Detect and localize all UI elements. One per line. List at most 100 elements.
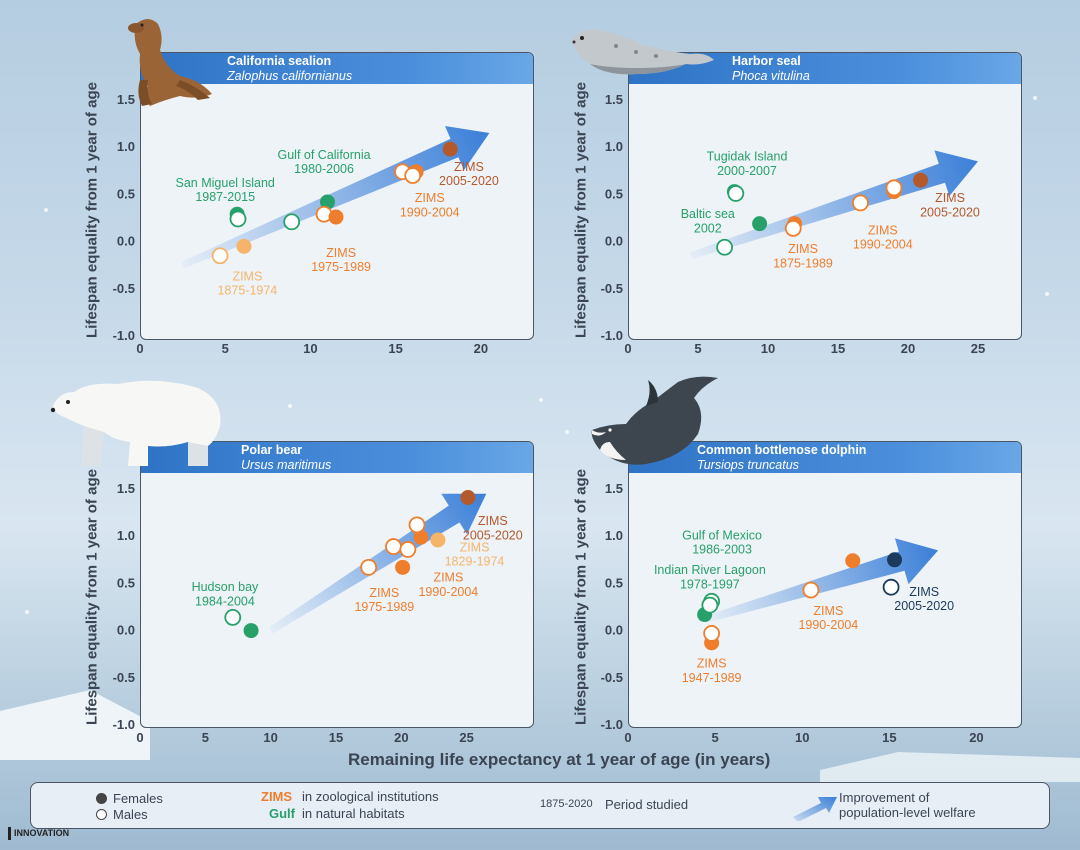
annotation-label: 2005-2020 <box>894 599 954 613</box>
annotation-label: 1986-2003 <box>692 542 752 556</box>
female-data-point <box>413 529 429 545</box>
y-tick-label: 1.0 <box>117 528 135 543</box>
x-axis-title: Remaining life expectancy at 1 year of a… <box>348 750 771 769</box>
y-tick-label: 1.5 <box>605 92 623 107</box>
annotation-label: 2002 <box>694 221 722 235</box>
annotation-label: ZIMS <box>460 541 490 555</box>
male-data-point <box>399 541 417 558</box>
x-tick-label: 10 <box>761 341 775 356</box>
annotation-label: Hudson bay <box>192 580 259 594</box>
species-latin-name: Zalophus californianus <box>227 69 353 83</box>
y-tick-label: 1.0 <box>605 528 623 543</box>
y-tick-label: -1.0 <box>113 328 135 343</box>
snowflake <box>288 404 292 408</box>
annotation-label: Gulf of California <box>278 148 371 162</box>
y-tick-label: -1.0 <box>113 717 135 732</box>
annotation-label: Gulf of Mexico <box>682 528 762 542</box>
female-data-point <box>236 238 252 254</box>
y-tick-label: 0.5 <box>117 575 135 590</box>
x-tick-label: 0 <box>136 341 143 356</box>
male-marker-icon <box>96 809 107 820</box>
female-data-point <box>460 489 476 505</box>
annotation-label: Tugidak Island <box>707 150 788 164</box>
welfare-arrow <box>689 150 978 260</box>
chart-orca: -1.0 -0.5 0.0 0.5 1.0 1.5 0 5 10 15 20 Gulf of Mexi… <box>601 481 984 745</box>
annotation-label: 1978-1997 <box>680 577 740 591</box>
species-name: California sealion <box>227 54 332 68</box>
annotation-label: 1975-1989 <box>311 260 371 274</box>
x-tick-label: 0 <box>136 730 143 745</box>
chart-polar-bear: -1.0 -0.5 0.0 0.5 1.0 1.5 0 5 10 15 20 25 Hudson bay… <box>113 481 523 745</box>
annotation-label: 1990-2004 <box>853 237 913 251</box>
annotation-label: 2005-2020 <box>463 528 523 542</box>
y-tick-label: 1.0 <box>605 139 623 154</box>
annotation-label: 1990-2004 <box>418 585 478 599</box>
panel-header: California sealion Zalophus californianu… <box>141 53 533 84</box>
legend-females: Females <box>113 791 163 806</box>
y-tick-label: 1.0 <box>117 139 135 154</box>
y-tick-label: 0.0 <box>605 234 623 249</box>
male-data-point <box>882 578 900 596</box>
x-tick-label: 20 <box>394 730 408 745</box>
panel-harbor-seal: Harbor seal Phoca vitulina <box>628 52 1022 340</box>
annotation-label: ZIMS <box>813 604 843 618</box>
annotation-label: ZIMS <box>454 160 484 174</box>
annotation-label: ZIMS <box>433 571 463 585</box>
x-tick-label: 15 <box>831 341 845 356</box>
chart-harbor-seal: -1.0 -0.5 0.0 0.5 1.0 1.5 0 5 10 15 20 25 Tugidak Is… <box>601 92 986 356</box>
y-tick-label: 1.5 <box>117 481 135 496</box>
annotation-label: ZIMS <box>232 270 262 284</box>
male-data-point <box>224 608 242 626</box>
annotation-label: ZIMS <box>478 514 508 528</box>
female-data-point <box>845 553 861 569</box>
female-data-point <box>243 623 259 639</box>
female-marker-icon <box>96 793 107 804</box>
x-tick-label: 15 <box>882 730 896 745</box>
legend-zims-keyword: ZIMS <box>261 789 293 804</box>
x-tick-label: 0 <box>624 730 631 745</box>
orca-icon <box>591 376 718 465</box>
x-tick-label: 15 <box>329 730 343 745</box>
snowflake <box>44 208 48 212</box>
y-tick-label: -0.5 <box>601 670 623 685</box>
welfare-arrow <box>181 126 490 269</box>
male-data-point <box>802 581 820 599</box>
male-data-point <box>360 558 378 576</box>
annotation-label: 1829-1974 <box>445 555 505 569</box>
male-data-point <box>385 538 402 555</box>
female-data-point <box>913 172 929 188</box>
male-data-point <box>703 625 721 642</box>
panel-header: Common bottlenose dolphin Tursiops trunc… <box>629 442 1021 473</box>
legend-arrow-desc-2: population-level welfare <box>839 805 976 820</box>
annotation-label: ZIMS <box>935 191 965 205</box>
x-tick-label: 20 <box>474 341 488 356</box>
female-data-point <box>887 552 903 568</box>
male-data-point <box>784 219 802 237</box>
x-tick-label: 15 <box>388 341 402 356</box>
annotation-label: 1875-1989 <box>773 256 833 270</box>
annotation-label: ZIMS <box>909 585 939 599</box>
y-tick-label: -1.0 <box>601 328 623 343</box>
x-tick-label: 25 <box>459 730 473 745</box>
female-data-point <box>752 216 768 232</box>
species-name: Polar bear <box>241 443 303 457</box>
species-latin-name: Ursus maritimus <box>241 458 332 472</box>
y-tick-label: -0.5 <box>113 281 135 296</box>
female-data-point <box>319 194 335 210</box>
legend-males: Males <box>113 807 148 822</box>
female-data-point <box>442 141 458 157</box>
annotation-label: ZIMS <box>326 246 356 260</box>
annotation-label: ZIMS <box>788 242 818 256</box>
annotation-label: 2000-2007 <box>717 164 777 178</box>
annotation-label: 1875-1974 <box>217 284 277 298</box>
y-tick-label: -1.0 <box>601 717 623 732</box>
y-tick-label: 0.5 <box>117 186 135 201</box>
y-tick-label: -0.5 <box>113 670 135 685</box>
x-tick-label: 10 <box>263 730 277 745</box>
sealion-icon <box>128 19 212 106</box>
legend-period-example: 1875-2020 <box>540 798 593 810</box>
male-data-point <box>408 516 426 534</box>
x-tick-label: 20 <box>901 341 915 356</box>
male-data-point <box>211 247 229 265</box>
annotation-label: 1984-2004 <box>195 594 255 608</box>
